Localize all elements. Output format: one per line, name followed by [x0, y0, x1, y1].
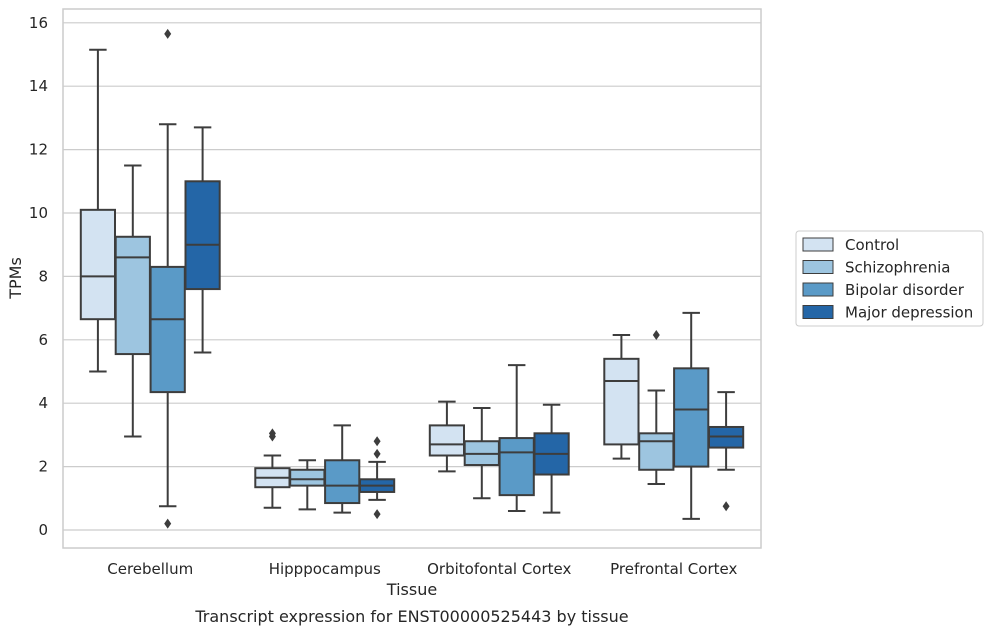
box: [673, 367, 710, 468]
y-axis-title: TPMs: [6, 257, 25, 300]
box: [79, 208, 117, 321]
y-tick-label: 2: [38, 458, 48, 476]
box-schizophrenia-1: [289, 459, 326, 511]
outlier-point: [373, 448, 381, 459]
plot-frame: [62, 8, 762, 549]
box-bipolar-disorder-3: [673, 311, 710, 520]
boxes-layer: [79, 28, 745, 529]
y-tick-label: 4: [38, 394, 48, 412]
box-major-depression-1: [358, 436, 396, 520]
box-control-2: [428, 400, 466, 473]
outlier-point: [373, 436, 381, 447]
box: [114, 235, 151, 356]
legend-swatch: [802, 305, 834, 319]
legend-swatch: [802, 237, 834, 252]
box-major-depression-0: [184, 126, 221, 354]
x-tick-label: Orbitofontal Cortex: [427, 560, 571, 578]
y-tick-labels: 0 2 4 6 8 10 12 14 16: [29, 14, 48, 539]
outlier-point: [722, 501, 730, 512]
box-major-depression-2: [533, 403, 570, 514]
legend-label: Major depression: [845, 304, 973, 322]
legend: Control Schizophrenia Bipolar disorder Majo…: [795, 230, 984, 327]
legend-frame: [795, 230, 984, 327]
outlier-point: [164, 28, 172, 39]
box-control-3: [603, 334, 640, 460]
legend-swatch: [802, 282, 834, 297]
y-tick-label: 8: [38, 267, 48, 285]
y-tick-label: 14: [29, 77, 48, 95]
y-tick-label: 10: [29, 204, 48, 222]
box-bipolar-disorder-1: [324, 424, 361, 514]
legend-swatch: [802, 260, 834, 274]
box-control-1: [254, 428, 291, 509]
outlier-point: [652, 330, 660, 341]
y-tick-label: 6: [38, 331, 48, 349]
box: [324, 459, 361, 505]
legend-label: Bipolar disorder: [845, 281, 965, 299]
box-schizophrenia-0: [114, 164, 151, 438]
outlier-point: [373, 509, 381, 520]
x-axis-title: Tissue: [386, 580, 437, 599]
box-major-depression-3: [707, 391, 745, 512]
x-tick-label: Hipppocampus: [269, 560, 381, 578]
x-tick-label: Cerebellum: [107, 560, 193, 578]
box: [638, 432, 675, 471]
legend-label: Control: [845, 236, 899, 254]
legend-label: Schizophrenia: [845, 259, 950, 277]
y-tick-label: 12: [29, 141, 48, 159]
box-schizophrenia-3: [638, 330, 675, 486]
box: [498, 437, 535, 497]
x-tick-label: Prefrontal Cortex: [610, 560, 737, 578]
box: [428, 424, 466, 457]
box: [289, 468, 326, 487]
box-control-0: [79, 48, 117, 373]
box: [149, 265, 186, 394]
y-tick-label: 0: [38, 521, 48, 539]
box-bipolar-disorder-0: [149, 28, 186, 529]
box: [184, 180, 221, 291]
outlier-point: [164, 518, 172, 529]
chart-caption: Transcript expression for ENST0000052544…: [194, 607, 628, 626]
box-schizophrenia-2: [463, 406, 500, 500]
outlier-point: [268, 428, 276, 439]
x-tick-labels: Cerebellum Hipppocampus Orbitofontal Corte…: [107, 560, 737, 578]
y-tick-label: 16: [29, 14, 48, 32]
box: [603, 357, 640, 446]
box-bipolar-disorder-2: [498, 364, 535, 512]
